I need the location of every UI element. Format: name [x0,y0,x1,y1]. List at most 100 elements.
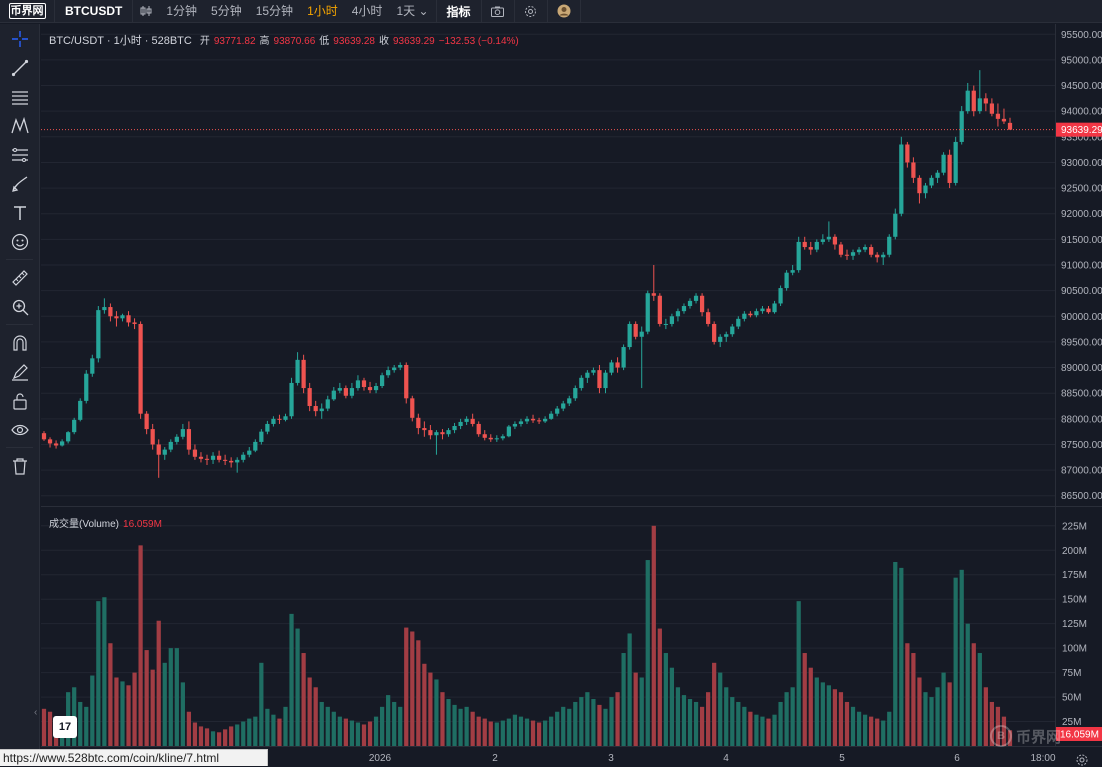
volume-bar [699,706,705,746]
status-url: https://www.528btc.com/coin/kline/7.html [0,749,268,766]
settings-gear-icon[interactable] [515,0,547,23]
volume-bar [162,662,167,746]
volume-bar [216,732,222,746]
tradingview-logo[interactable]: 17 [53,716,77,738]
candle-body [693,295,699,301]
zoom-in-icon[interactable] [0,292,40,321]
candle-body [192,449,198,457]
eye-icon[interactable] [0,415,40,444]
emoji-icon[interactable] [0,227,40,256]
volume-bar [530,720,536,746]
candle-body [681,306,687,312]
chart-settings-gear-icon[interactable] [1075,753,1089,767]
candle-body [156,444,161,455]
volume-bar [506,718,512,746]
trash-icon[interactable] [0,451,40,480]
candle-body [712,323,717,342]
timeframe-3[interactable]: 1小时 [307,3,338,18]
volume-bar [706,692,711,746]
timeframe-2[interactable]: 15分钟 [255,3,294,18]
candle-body [621,347,626,368]
trend-line-icon[interactable] [0,53,40,82]
magnet-icon[interactable] [0,328,40,357]
compare-icon[interactable] [133,0,159,23]
crosshair-icon[interactable] [0,24,40,53]
candle-body [742,313,747,319]
candle-body [748,313,753,316]
lock-icon[interactable] [0,386,40,415]
pattern-icon[interactable] [0,111,40,140]
volume-bar [458,708,463,746]
volume-bar [343,718,348,746]
candle-body [995,113,1001,119]
timeframe-5[interactable]: 1天 ⌄ [396,3,429,18]
candle-body [162,449,167,455]
volume-bar [174,648,179,746]
candle-body [929,177,934,186]
volume-bar [657,628,662,746]
horizontal-lines-icon[interactable] [0,82,40,111]
volume-bar [132,672,137,746]
volume-bar [524,718,530,746]
volume-bar [639,677,644,746]
volume-bar [935,687,940,746]
volume-bar [687,699,693,746]
candle-body [669,316,675,324]
symbol-search-button[interactable]: BTCUSDT [65,4,123,18]
volume-bar [549,716,554,746]
candle-body [488,437,493,440]
draw-mode-icon[interactable] [0,357,40,386]
volume-bar [718,672,723,746]
candle-body [567,398,572,404]
volume-bar [633,672,638,746]
candle-body [766,308,771,313]
candle-body [404,364,409,399]
volume-bar [41,708,47,746]
brush-icon[interactable] [0,169,40,198]
volume-bar [241,721,246,746]
close-label: 收 [378,36,389,47]
candle-body [241,454,246,460]
volume-bar [78,701,83,746]
candle-body [530,418,536,421]
volume-bar [663,653,668,746]
candle-body [59,441,65,446]
user-avatar[interactable] [548,0,580,23]
volume-bar [47,711,53,746]
collapse-arrow-icon[interactable]: ‹ [34,707,38,718]
price-tick-label: 88000.00 [1061,414,1102,425]
volume-bar [392,701,397,746]
candle-body [482,434,487,438]
candle-body [718,336,723,342]
price-tick-label: 93000.00 [1061,158,1102,169]
price-tick-label: 89000.00 [1061,363,1102,374]
volume-value: 16.059M [123,519,162,530]
high-value: 93870.66 [273,36,316,47]
fib-tool-icon[interactable] [0,140,40,169]
last-volume-label: 16.059M [1060,730,1099,741]
camera-icon[interactable] [482,0,514,23]
candle-body [422,428,427,431]
candle-body [331,390,336,400]
volume-bar [784,692,789,746]
volume-bar [229,726,234,746]
indicators-button[interactable]: 指标 [446,4,471,19]
timeframe-4[interactable]: 4小时 [351,3,383,18]
volume-bar [144,650,149,746]
text-tool-icon[interactable] [0,198,40,227]
volume-bar [355,722,361,746]
ruler-icon[interactable] [0,263,40,292]
site-logo[interactable]: 币界网 [0,0,54,23]
candle-body [289,382,294,417]
candle-body [760,308,765,312]
volume-bar [693,701,699,746]
candle-body [216,455,222,460]
candle-body [132,322,137,324]
timeframe-1[interactable]: 5分钟 [211,3,242,18]
volume-bar [766,718,771,746]
candle-body [706,312,711,324]
timeframe-0[interactable]: 1分钟 [166,3,198,18]
volume-bar [808,667,813,746]
volume-bar [476,716,481,746]
